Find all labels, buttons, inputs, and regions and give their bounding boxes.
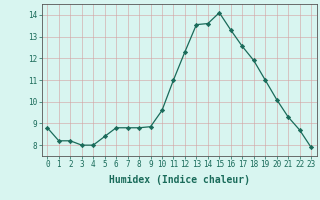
X-axis label: Humidex (Indice chaleur): Humidex (Indice chaleur) (109, 175, 250, 185)
